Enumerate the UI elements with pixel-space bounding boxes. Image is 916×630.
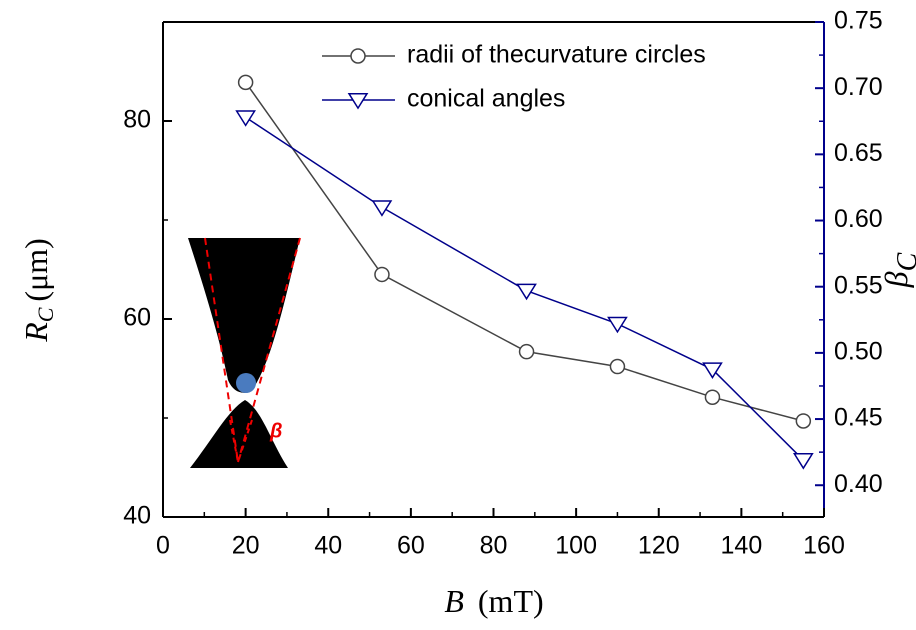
lower-cone bbox=[190, 400, 288, 468]
marker bbox=[704, 389, 721, 405]
inset-diagram: β bbox=[188, 237, 301, 468]
marker bbox=[795, 413, 812, 429]
y2-tick-label: 0.50 bbox=[834, 337, 883, 365]
x-axis-label: B (mT) bbox=[444, 583, 543, 619]
y2-tick-label: 0.55 bbox=[834, 271, 883, 299]
marker bbox=[516, 283, 537, 301]
x-tick-label: 20 bbox=[232, 532, 260, 560]
legend-label: radii of thecurvature circles bbox=[407, 41, 706, 69]
y-tick-label: 80 bbox=[123, 106, 151, 134]
y-axis-label: RC(μm) bbox=[18, 238, 58, 343]
x-tick-label: 120 bbox=[638, 532, 680, 560]
y-tick-label: 40 bbox=[123, 502, 151, 530]
x-tick-label: 140 bbox=[721, 532, 763, 560]
x-tick-label: 0 bbox=[156, 532, 170, 560]
upper-cone bbox=[188, 238, 300, 393]
series-line bbox=[245, 81, 804, 422]
legend-label: conical angles bbox=[407, 85, 565, 113]
marker bbox=[609, 358, 626, 375]
marker bbox=[374, 266, 390, 283]
x-tick-label: 160 bbox=[803, 532, 845, 560]
y-tick-label: 60 bbox=[123, 304, 151, 332]
dashed-line bbox=[237, 419, 253, 463]
marker bbox=[235, 110, 256, 127]
x-tick-label: 100 bbox=[555, 532, 597, 560]
marker bbox=[792, 453, 814, 470]
y2-tick-label: 0.65 bbox=[834, 139, 883, 167]
y2-axis-label: βC bbox=[878, 252, 916, 288]
inset-label: β bbox=[269, 420, 282, 442]
x-tick-label: 80 bbox=[480, 532, 508, 560]
marker bbox=[237, 74, 254, 91]
dashed-line bbox=[237, 237, 301, 463]
dashed-line bbox=[204, 237, 239, 463]
marker bbox=[702, 362, 723, 379]
legend-marker bbox=[350, 48, 366, 64]
y2-tick-label: 0.75 bbox=[834, 7, 883, 35]
marker bbox=[607, 316, 628, 334]
y2-tick-label: 0.45 bbox=[834, 404, 883, 432]
series-line bbox=[245, 116, 804, 461]
legend-marker bbox=[347, 92, 369, 110]
y2-tick-label: 0.60 bbox=[834, 205, 883, 233]
marker bbox=[518, 343, 535, 360]
y2-tick-label: 0.40 bbox=[834, 470, 883, 498]
droplet bbox=[236, 373, 256, 393]
dashed-line bbox=[229, 419, 239, 463]
x-tick-label: 60 bbox=[397, 532, 425, 560]
y2-tick-label: 0.70 bbox=[834, 73, 883, 101]
marker bbox=[371, 200, 393, 217]
x-tick-label: 40 bbox=[314, 532, 342, 560]
